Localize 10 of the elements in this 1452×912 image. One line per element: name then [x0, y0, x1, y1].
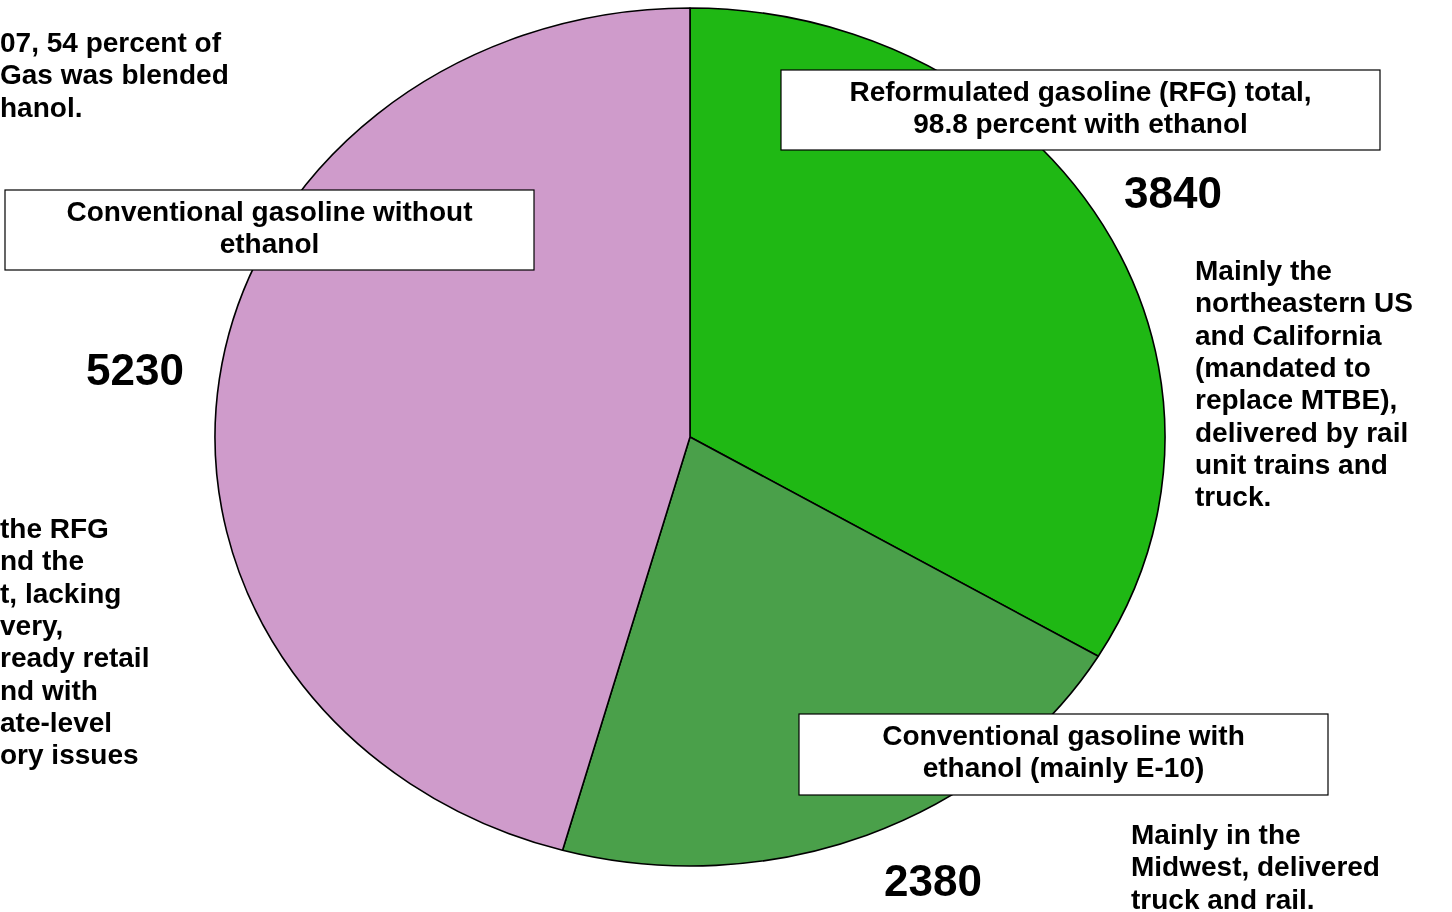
- text: Mainly the northeastern US and California (mandated to replace MTBE), delivered by rail unit trains and truck.: [1195, 255, 1413, 513]
- text: the RFG nd the t, lacking very, ready retail nd with ate-level ory issues: [0, 513, 150, 771]
- text: Mainly in the Midwest, delivered truck and rail.: [1131, 819, 1380, 912]
- slice-label: Reformulated gasoline (RFG) total, 98.8 percent with ethanol: [849, 76, 1312, 139]
- slice-label: Conventional gasoline without ethanol: [66, 196, 473, 259]
- data-label: 2380: [884, 856, 982, 905]
- data-label: 5230: [86, 345, 184, 394]
- data-label: 3840: [1124, 168, 1222, 217]
- text: 07, 54 percent of Gas was blended hanol.: [0, 27, 229, 123]
- slice-label: Conventional gasoline with ethanol (mainly E-10): [882, 720, 1245, 783]
